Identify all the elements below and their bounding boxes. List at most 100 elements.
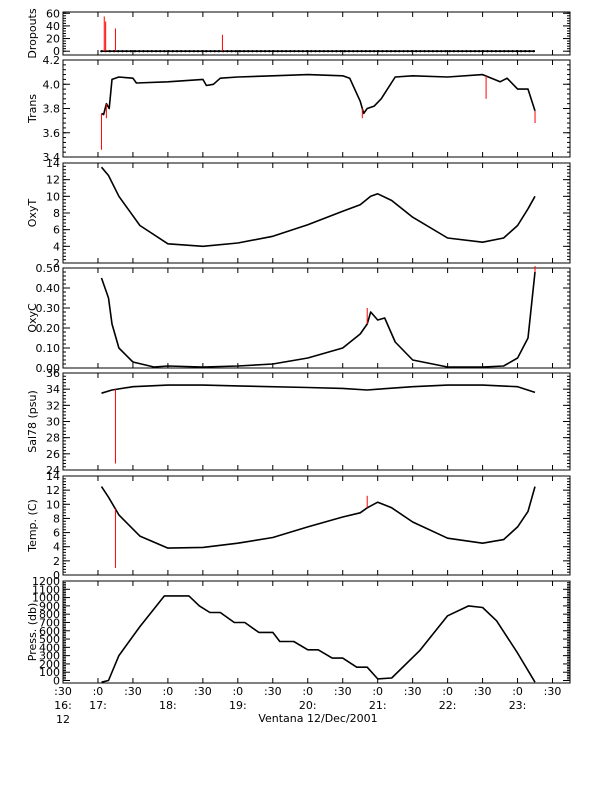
y-axis-label: Sal78 (psu) [26, 390, 39, 453]
y-tick-label: 10 [46, 498, 60, 511]
y-tick-label: 3.4 [43, 151, 61, 164]
y-tick-label: 8 [53, 207, 60, 220]
data-point [301, 50, 305, 53]
y-tick-label: 800 [39, 608, 60, 621]
y-tick-label: 2 [53, 257, 60, 270]
data-line [100, 486, 536, 549]
data-point [163, 50, 166, 53]
panel-frame [62, 162, 571, 264]
data-point [532, 50, 535, 53]
data-point [234, 50, 237, 53]
data-point [150, 50, 154, 53]
data-point [272, 50, 275, 53]
data-point [360, 50, 363, 53]
data-point [200, 50, 204, 53]
data-point [494, 50, 498, 53]
data-point [507, 50, 510, 53]
y-tick-label: 500 [39, 633, 60, 646]
data-point [465, 50, 468, 53]
y-tick-label: 1100 [32, 583, 60, 596]
data-point [452, 50, 456, 53]
y-tick-label: 14 [46, 470, 60, 483]
data-point [112, 50, 116, 53]
data-point [117, 50, 120, 53]
data-point [138, 50, 141, 53]
x-tick-label: :30 [404, 685, 422, 698]
x-tick-label: 12 [56, 713, 70, 726]
x-tick-label: 20: [299, 699, 317, 712]
data-point [448, 50, 451, 53]
data-point [490, 50, 493, 53]
data-point [469, 50, 472, 53]
data-line [101, 73, 536, 116]
panel-3: 0.00 0.10 0.20 0.30 0.40 0.50 OxyC [26, 262, 571, 375]
panel-frame [62, 267, 571, 369]
data-point [125, 50, 128, 53]
data-point [356, 50, 359, 53]
data-point [146, 50, 149, 53]
y-tick-label: 60 [46, 7, 60, 20]
data-point [381, 50, 384, 53]
y-tick-label: 32 [46, 399, 60, 412]
data-point [524, 50, 527, 53]
y-tick-label: 6 [53, 527, 60, 540]
x-tick-label: :30 [474, 685, 492, 698]
y-tick-label: 40 [46, 20, 60, 33]
data-point [423, 50, 426, 53]
data-point [511, 50, 514, 53]
data-point [226, 50, 229, 53]
data-point [305, 50, 309, 53]
data-point [184, 50, 187, 53]
x-tick-label: 21: [369, 699, 387, 712]
x-tick-label: :0 [232, 685, 243, 698]
data-point [280, 50, 284, 53]
data-point [335, 50, 338, 53]
data-point [461, 50, 464, 53]
data-point [402, 50, 405, 53]
data-point [322, 50, 326, 53]
y-tick-label: 0 [53, 45, 60, 58]
x-tick-label: 18: [159, 699, 177, 712]
data-point [171, 50, 174, 53]
data-point [159, 50, 162, 53]
x-tick-label: 23: [509, 699, 527, 712]
x-tick-label: :0 [442, 685, 453, 698]
x-tick-label: :30 [124, 685, 142, 698]
data-point [440, 50, 443, 53]
y-tick-label: 4.2 [43, 54, 61, 67]
y-tick-label: 12 [46, 484, 60, 497]
y-tick-label: 3.6 [43, 127, 61, 140]
x-tick-label: :0 [163, 685, 174, 698]
y-tick-label: 36 [46, 367, 60, 380]
data-point [427, 50, 430, 53]
data-point [444, 50, 447, 53]
y-tick-label: 30 [46, 416, 60, 429]
data-point [175, 50, 179, 53]
data-point [251, 50, 254, 53]
data-point [318, 50, 321, 53]
data-point [456, 50, 460, 53]
data-point [528, 50, 531, 53]
data-point [192, 50, 195, 53]
data-point [213, 50, 216, 53]
data-point [385, 50, 388, 53]
y-tick-label: 4 [53, 541, 60, 554]
data-point [209, 50, 212, 53]
y-tick-label: 12 [46, 174, 60, 187]
panel-6: 0100200300400500600700800900100011001200… [26, 575, 571, 688]
y-tick-label: 100 [39, 666, 60, 679]
data-point [389, 50, 393, 53]
data-line [101, 384, 536, 394]
data-point [368, 50, 372, 53]
data-point [293, 50, 296, 53]
panel-2: 2 4 6 8 10 12 14 OxyT [26, 157, 571, 270]
y-tick-label: 0 [53, 569, 60, 582]
x-axis-label: Ventana 12/Dec/2001 [258, 712, 377, 725]
y-tick-label: 2 [53, 555, 60, 568]
y-tick-label: 26 [46, 448, 60, 461]
data-point [414, 50, 418, 53]
data-line [100, 271, 536, 368]
y-tick-label: 8 [53, 512, 60, 525]
